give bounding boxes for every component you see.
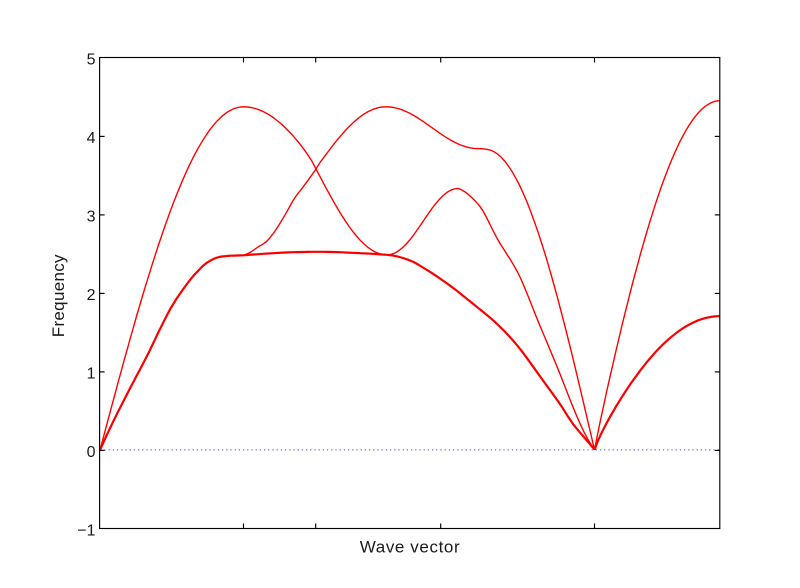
svg-text:2: 2: [87, 287, 96, 304]
svg-text:5: 5: [87, 51, 96, 68]
svg-text:4: 4: [87, 130, 96, 147]
svg-text:1: 1: [87, 365, 96, 382]
svg-text:3: 3: [87, 208, 96, 225]
svg-text:0: 0: [87, 444, 96, 461]
svg-text:Wave vector: Wave vector: [360, 538, 460, 557]
svg-text:−1: −1: [77, 522, 95, 539]
svg-text:Frequency: Frequency: [49, 254, 68, 337]
